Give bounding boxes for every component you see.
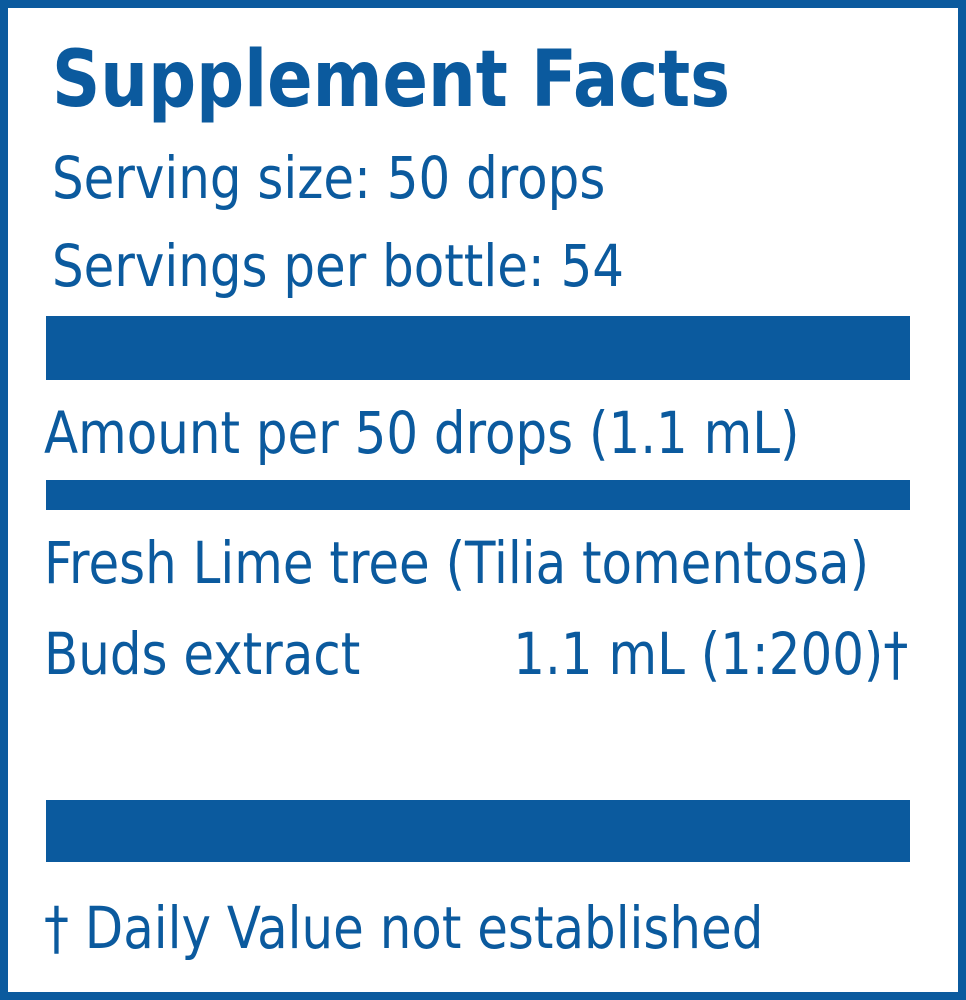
panel-title: Supplement Facts: [52, 35, 731, 125]
ingredient-name-line2: Buds extract: [44, 620, 361, 688]
amount-per-serving: Amount per 50 drops (1.1 mL): [44, 399, 800, 467]
divider-medium: [46, 480, 910, 510]
footnote: † Daily Value not established: [44, 894, 764, 962]
divider-thick: [46, 316, 910, 380]
ingredient-amount: 1.1 mL (1:200)†: [512, 620, 908, 688]
divider-thick-bottom: [46, 800, 910, 862]
servings-per-bottle: Servings per bottle: 54: [52, 232, 625, 300]
ingredient-name-line1: Fresh Lime tree (Tilia tomentosa): [44, 529, 870, 597]
serving-size: Serving size: 50 drops: [52, 144, 606, 212]
